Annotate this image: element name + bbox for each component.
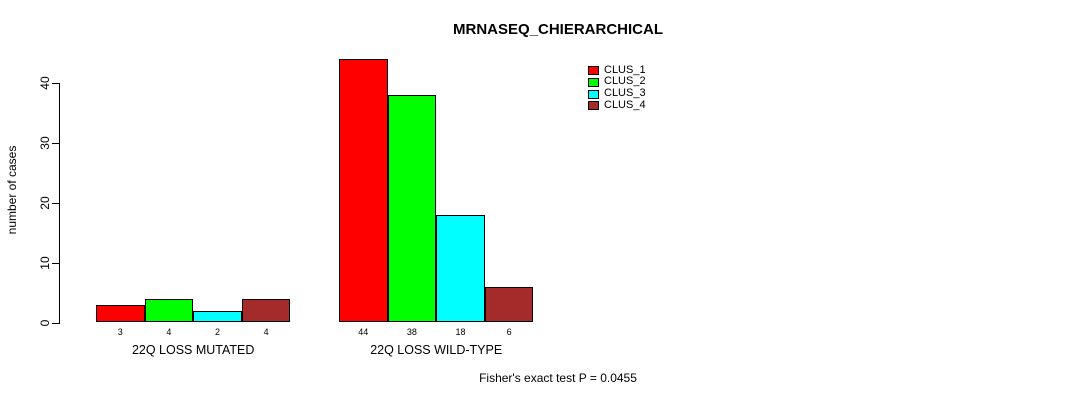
y-axis-tick [52, 322, 60, 324]
bar-clus_4 [241, 298, 291, 323]
legend-swatch-clus_4 [588, 101, 599, 111]
bar-clus_1 [96, 304, 145, 323]
y-axis-tick [52, 142, 60, 145]
bar-value-label: 3 [117, 326, 123, 337]
bar-clus_2 [387, 94, 437, 323]
group-label: 22Q LOSS MUTATED [131, 343, 255, 357]
bar-clus_2 [144, 298, 194, 323]
group-label: 22Q LOSS WILD-TYPE [370, 343, 503, 357]
bar-value-label: 4 [263, 326, 269, 337]
bar-value-label: 38 [406, 326, 417, 337]
fisher-test-annotation: Fisher's exact test P = 0.0455 [479, 371, 637, 385]
y-axis-tick [52, 202, 60, 204]
legend-label: CLUS_2 [604, 75, 646, 88]
bar-clus_3 [193, 310, 242, 323]
y-axis-tick-label: 20 [38, 196, 52, 210]
legend-label: CLUS_4 [604, 98, 646, 111]
y-axis-tick [52, 83, 60, 85]
bar-clus_3 [436, 214, 485, 323]
bar-clus_1 [339, 59, 388, 323]
legend-label: CLUS_1 [604, 63, 646, 76]
chart-title: MRNASEQ_CHIERARCHICAL [452, 21, 664, 38]
bar-value-label: 18 [455, 326, 466, 337]
legend-label: CLUS_3 [604, 87, 646, 100]
bar-value-label: 6 [506, 326, 512, 337]
bar-clus_4 [484, 286, 534, 323]
y-axis-tick-label: 30 [38, 136, 52, 150]
legend-swatch-clus_2 [588, 77, 599, 87]
legend-swatch-clus_3 [588, 89, 599, 99]
y-axis-tick-label: 10 [38, 255, 52, 270]
bar-value-label: 4 [166, 326, 172, 337]
y-axis-tick-label: 0 [38, 319, 52, 326]
y-axis-tick [52, 262, 60, 264]
y-axis-title: number of cases [5, 145, 19, 235]
bar-value-label: 44 [358, 326, 369, 337]
legend-swatch-clus_1 [588, 66, 599, 75]
y-axis-tick-label: 40 [38, 76, 52, 90]
bar-value-label: 2 [214, 326, 220, 337]
